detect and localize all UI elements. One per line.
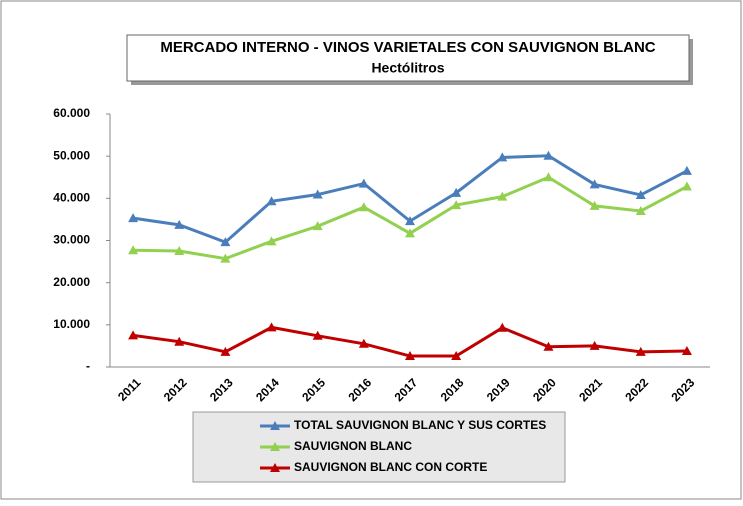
y-tick-label: 50.000	[53, 148, 90, 162]
marker	[405, 351, 415, 361]
marker	[543, 150, 554, 160]
marker	[312, 221, 323, 231]
y-tick-label: 10.000	[53, 317, 90, 331]
marker	[451, 187, 462, 197]
marker	[220, 346, 231, 356]
marker	[220, 253, 231, 263]
legend-label: SAUVIGNON BLANC CON CORTE	[294, 460, 487, 474]
chart-title: MERCADO INTERNO - VINOS VARIETALES CON S…	[160, 39, 655, 56]
marker	[405, 228, 415, 238]
y-tick-label: 40.000	[53, 191, 90, 205]
marker	[589, 340, 600, 350]
marker	[358, 178, 369, 188]
marker	[128, 213, 139, 223]
title-box	[126, 34, 690, 82]
legend-marker	[270, 463, 280, 472]
marker	[266, 322, 277, 332]
marker	[128, 330, 139, 340]
marker	[266, 196, 277, 206]
marker	[543, 172, 554, 182]
marker	[266, 236, 277, 246]
marker	[497, 322, 508, 332]
marker	[358, 338, 369, 348]
marker	[312, 330, 323, 340]
y-tick-label: -	[86, 359, 90, 373]
marker	[128, 245, 139, 255]
marker	[681, 165, 692, 175]
legend-label: SAUVIGNON BLANC	[294, 439, 412, 453]
marker	[497, 152, 508, 162]
legend-label: TOTAL SAUVIGNON BLANC Y SUS CORTES	[294, 418, 546, 432]
marker	[312, 189, 323, 199]
marker	[635, 189, 646, 199]
marker	[451, 351, 462, 361]
marker	[497, 191, 508, 201]
legend-box	[192, 411, 566, 483]
y-tick-label: 60.000	[53, 106, 90, 120]
chart-subtitle: Hectólitros	[371, 60, 444, 76]
marker	[589, 179, 600, 189]
marker	[635, 346, 646, 356]
marker	[589, 200, 600, 210]
legend-marker	[270, 421, 280, 430]
marker	[543, 341, 554, 351]
marker	[405, 216, 415, 226]
marker	[174, 219, 185, 229]
legend-marker	[270, 442, 280, 451]
marker	[358, 202, 369, 212]
marker	[681, 181, 692, 191]
y-tick-label: 30.000	[53, 233, 90, 247]
y-tick-label: 20.000	[53, 275, 90, 289]
marker	[681, 345, 692, 355]
marker	[174, 246, 185, 256]
marker	[174, 336, 185, 346]
marker	[635, 205, 646, 215]
marker	[220, 237, 231, 247]
marker	[451, 200, 462, 210]
